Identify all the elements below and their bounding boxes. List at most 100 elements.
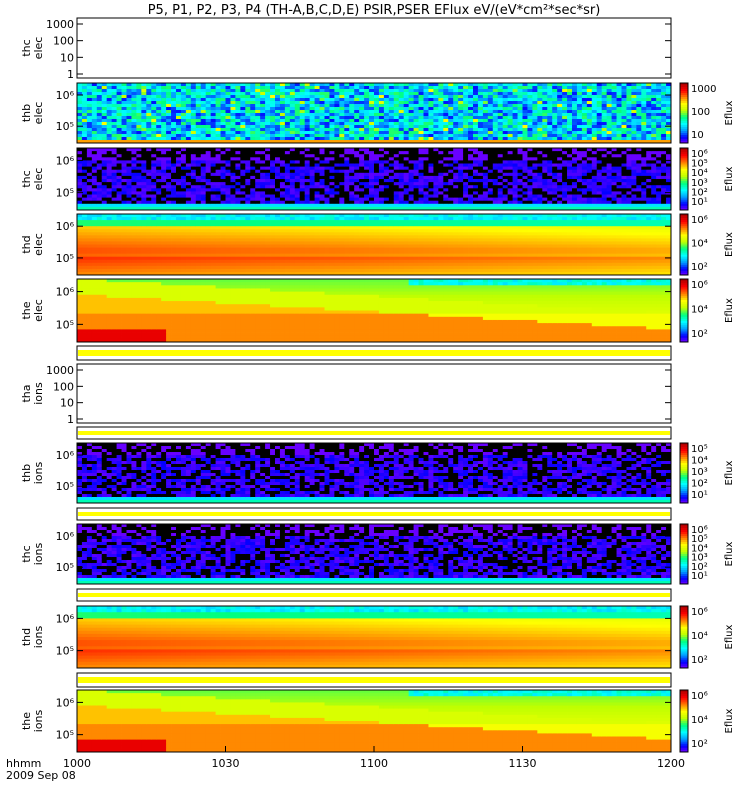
heatmap-cell — [339, 113, 345, 117]
heatmap-cell — [537, 122, 543, 126]
heatmap-cell — [398, 137, 405, 141]
heatmap-cell — [245, 92, 251, 96]
heatmap-cell — [245, 185, 251, 189]
heatmap-cell — [388, 104, 395, 108]
heatmap-cell — [215, 185, 221, 189]
heatmap-cell — [542, 98, 548, 102]
heatmap-cell — [572, 160, 578, 164]
heatmap-cell — [334, 179, 340, 183]
heatmap-cell — [527, 128, 533, 132]
heatmap-cell — [616, 172, 622, 177]
heatmap-cell — [364, 119, 370, 123]
heatmap-cell — [621, 122, 627, 126]
heatmap-cell — [542, 116, 548, 120]
heatmap-cell — [443, 113, 449, 117]
heatmap-cell — [369, 83, 375, 87]
heatmap-cell — [492, 134, 499, 138]
heatmap-cell — [200, 107, 207, 111]
heatmap-cell — [572, 166, 578, 171]
heatmap-cell — [586, 206, 593, 211]
heatmap-cell — [86, 262, 93, 267]
heatmap-cell — [374, 113, 380, 117]
heatmap-cell — [334, 107, 340, 111]
heatmap-cell — [453, 83, 459, 87]
heatmap-cell — [418, 197, 424, 202]
heatmap-cell — [205, 86, 212, 90]
heatmap-cell — [210, 172, 216, 177]
heatmap-cell — [517, 110, 523, 114]
heatmap-cell — [468, 185, 474, 189]
heatmap-cell — [393, 140, 400, 144]
heatmap-cell — [477, 101, 484, 105]
heatmap-cell — [101, 98, 108, 102]
heatmap-cell — [166, 179, 172, 183]
heatmap-cell — [507, 125, 513, 129]
heatmap-cell — [260, 92, 266, 96]
heatmap-cell — [220, 131, 226, 135]
heatmap-cell — [225, 166, 231, 171]
heatmap-cell — [567, 140, 573, 144]
heatmap-cell — [210, 191, 216, 195]
heatmap-cell — [364, 140, 370, 144]
heatmap-cell — [230, 116, 236, 120]
heatmap-cell — [334, 131, 340, 135]
heatmap-cell — [621, 157, 627, 161]
heatmap-cell — [453, 101, 459, 105]
heatmap-cell — [473, 160, 479, 164]
heatmap-cell — [265, 134, 271, 138]
heatmap-cell — [438, 191, 444, 195]
heatmap-cell — [190, 125, 197, 129]
heatmap-cell — [646, 206, 652, 211]
heatmap-cell — [265, 197, 271, 202]
heatmap-cell — [502, 140, 509, 144]
heatmap-cell — [517, 101, 523, 105]
heatmap-cell — [106, 101, 113, 105]
heatmap-cell — [477, 83, 484, 87]
heatmap-cell — [260, 185, 266, 189]
heatmap-cell — [601, 134, 608, 138]
heatmap-cell — [334, 200, 340, 205]
heatmap-cell — [661, 191, 667, 195]
heatmap-cell — [576, 104, 583, 108]
heatmap-cell — [309, 110, 315, 114]
heatmap-cell — [398, 206, 405, 211]
heatmap-cell — [651, 175, 657, 180]
heatmap-cell — [299, 92, 306, 96]
heatmap-cell — [339, 95, 345, 99]
heatmap-cell — [552, 148, 558, 152]
heatmap-cell — [626, 101, 632, 105]
heatmap-cell — [319, 101, 325, 105]
heatmap-cell — [324, 92, 330, 96]
heatmap-cell — [591, 203, 598, 208]
heatmap-cell — [369, 86, 375, 90]
heatmap-cell — [205, 89, 212, 93]
heatmap-cell — [428, 169, 434, 174]
heatmap-cell — [339, 191, 345, 195]
heatmap-cell — [299, 151, 306, 155]
heatmap-cell — [279, 83, 286, 87]
heatmap-cell — [428, 175, 434, 180]
heatmap-cell — [388, 83, 395, 87]
heatmap-cell — [527, 197, 533, 202]
heatmap-cell — [161, 182, 167, 186]
heatmap-cell — [136, 89, 142, 93]
heatmap-cell — [314, 110, 320, 114]
heatmap-cell — [403, 113, 410, 117]
heatmap-cell — [329, 89, 335, 93]
heatmap-cell — [210, 185, 216, 189]
heatmap-cell — [517, 148, 523, 152]
heatmap-cell — [477, 157, 484, 161]
heatmap-cell — [314, 134, 320, 138]
heatmap-cell — [77, 250, 83, 255]
heatmap-cell — [116, 113, 122, 117]
heatmap-cell — [284, 128, 291, 132]
heatmap-cell — [403, 125, 410, 129]
heatmap-cell — [240, 191, 246, 195]
heatmap-cell — [354, 119, 360, 123]
heatmap-cell — [116, 182, 122, 186]
heatmap-cell — [369, 194, 375, 198]
heatmap-cell — [596, 107, 603, 111]
heatmap-cell — [324, 110, 330, 114]
heatmap-cell — [255, 134, 261, 138]
heatmap-cell — [151, 172, 157, 177]
